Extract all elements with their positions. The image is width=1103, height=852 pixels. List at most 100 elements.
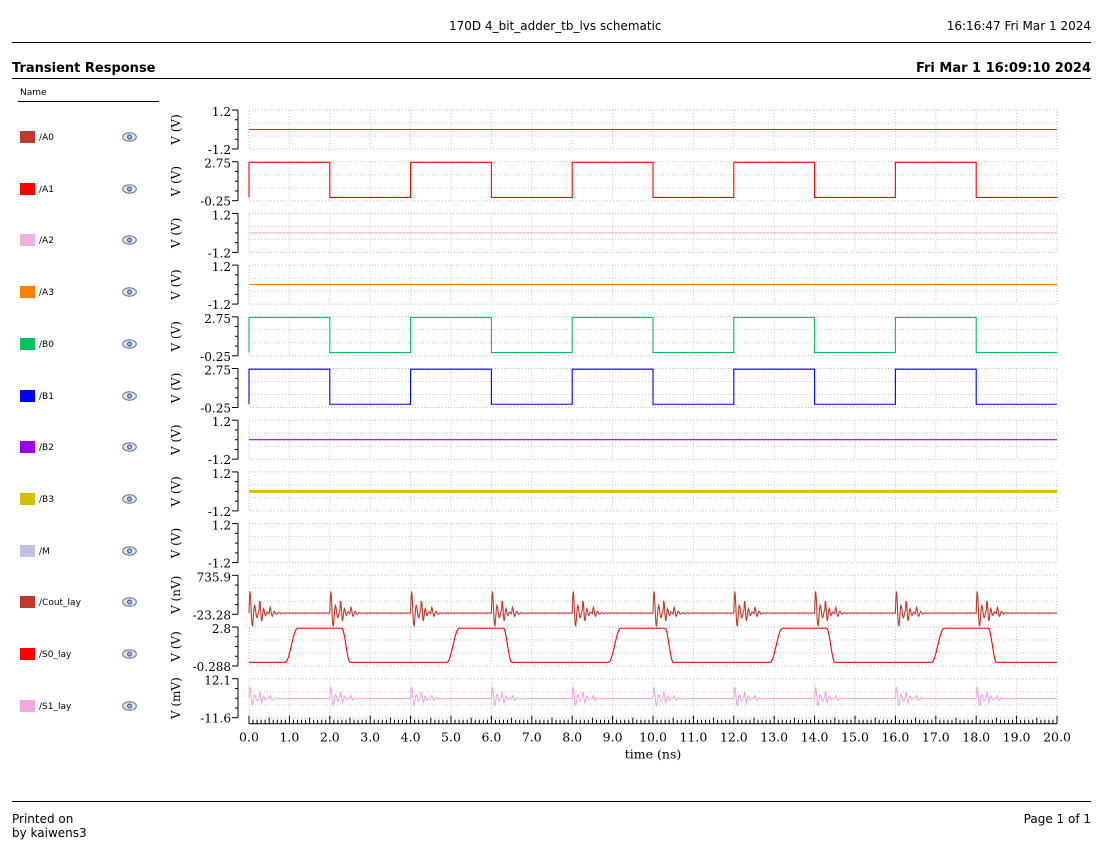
x-tick-label: 15.0 xyxy=(841,730,869,745)
y-tick-top-label: 2.75 xyxy=(204,312,231,326)
legend-label: /Cout_lay xyxy=(39,598,81,609)
x-tick-label: 3.0 xyxy=(360,730,380,745)
y-tick-bottom-label: -0.25 xyxy=(200,402,231,416)
legend-item[interactable]: /A2 xyxy=(20,234,145,248)
y-tick-top-label: 1.2 xyxy=(212,260,231,274)
y-axis-label: V (V) xyxy=(169,218,183,250)
y-axis-label: V (V) xyxy=(169,166,183,198)
eye-icon[interactable] xyxy=(122,131,137,143)
eye-icon[interactable] xyxy=(122,390,137,402)
legend-swatch xyxy=(20,337,35,350)
series-line-a1 xyxy=(248,161,1057,198)
eye-icon[interactable] xyxy=(122,596,137,608)
x-tick-label: 18.0 xyxy=(962,730,990,745)
legend-item[interactable]: /B0 xyxy=(20,337,145,352)
eye-icon[interactable] xyxy=(122,648,137,660)
legend-swatch xyxy=(20,492,35,505)
y-tick-bottom-label: -1.2 xyxy=(208,505,231,519)
x-tick-label: 4.0 xyxy=(401,730,421,745)
legend-label: /A3 xyxy=(39,288,54,299)
y-tick-bottom-label: -1.2 xyxy=(208,557,231,571)
y-tick-top-label: 1.2 xyxy=(212,467,231,481)
y-axis-label: V (mV) xyxy=(169,677,183,720)
series-line-b1 xyxy=(248,368,1057,405)
page-number: Page 1 of 1 xyxy=(1023,812,1091,826)
y-tick-bottom-label: -1.2 xyxy=(208,453,231,467)
legend-swatch xyxy=(20,182,35,195)
y-axis-label: V (nV) xyxy=(169,576,183,615)
legend-swatch xyxy=(20,596,35,609)
y-tick-top-label: 1.2 xyxy=(212,519,231,533)
legend-label: /B0 xyxy=(39,339,54,350)
legend-item[interactable]: /A0 xyxy=(20,131,145,145)
legend-item[interactable]: /M xyxy=(20,544,145,559)
legend-item[interactable]: /S1_lay xyxy=(20,699,145,714)
y-axis-label: V (V) xyxy=(169,373,183,405)
y-axis-label: V (V) xyxy=(169,321,183,353)
simulation-date: Fri Mar 1 16:09:10 2024 xyxy=(915,61,1091,76)
eye-icon[interactable] xyxy=(122,183,137,195)
series-line-cout_lay xyxy=(248,591,1057,628)
legend-label: /B2 xyxy=(39,443,54,454)
x-tick-label: 0.0 xyxy=(239,730,259,745)
legend-item[interactable]: /B3 xyxy=(20,492,145,507)
legend-header-divider xyxy=(18,101,159,102)
y-tick-bottom-label: -0.25 xyxy=(200,350,231,364)
eye-icon[interactable] xyxy=(122,700,137,712)
legend-swatch xyxy=(20,648,35,660)
legend-label: /A0 xyxy=(39,133,54,143)
y-tick-bottom-label: -1.2 xyxy=(208,246,231,260)
eye-icon[interactable] xyxy=(122,441,137,453)
x-tick-label: 14.0 xyxy=(801,730,829,745)
section-title: Transient Response xyxy=(12,61,156,76)
x-axis-label: time (ns) xyxy=(625,747,681,762)
x-tick-label: 6.0 xyxy=(481,730,501,745)
legend-label: /A2 xyxy=(39,236,54,247)
y-tick-bottom-label: -23.28 xyxy=(193,608,231,622)
legend-name-header: Name xyxy=(20,88,47,98)
legend-item[interactable]: /S0_lay xyxy=(20,648,145,662)
eye-icon[interactable] xyxy=(122,338,137,350)
y-tick-bottom-label: -11.6 xyxy=(200,712,231,726)
eye-icon[interactable] xyxy=(122,286,137,298)
header-divider xyxy=(12,42,1091,43)
legend-item[interactable]: /Cout_lay xyxy=(20,596,145,610)
panel-frame xyxy=(248,574,1058,615)
y-tick-top-label: 12.1 xyxy=(204,674,231,688)
x-tick-label: 20.0 xyxy=(1043,730,1071,745)
legend-item[interactable]: /B1 xyxy=(20,389,145,404)
y-tick-top-label: 1.2 xyxy=(212,208,231,222)
y-axis-label: V (V) xyxy=(169,424,183,456)
series-line-s0_lay xyxy=(249,627,1057,663)
legend-label: /S1_lay xyxy=(39,701,72,712)
x-tick-label: 1.0 xyxy=(279,730,299,745)
eye-icon[interactable] xyxy=(122,234,137,246)
series-line-s1_lay xyxy=(248,686,1057,707)
legend-swatch xyxy=(20,286,35,299)
y-tick-top-label: 1.2 xyxy=(212,415,231,429)
y-tick-bottom-label: -1.2 xyxy=(208,143,231,157)
x-tick-label: 13.0 xyxy=(760,730,788,745)
printed-on: Printed on xyxy=(12,812,74,826)
footer-divider xyxy=(12,801,1091,802)
document-title: 170D 4_bit_adder_tb_lvs schematic xyxy=(449,19,662,33)
x-tick-label: 17.0 xyxy=(922,730,950,745)
y-axis-label: V (V) xyxy=(169,114,183,146)
eye-icon[interactable] xyxy=(122,493,137,505)
legend-swatch xyxy=(20,544,35,557)
legend-swatch xyxy=(20,389,35,402)
legend-item[interactable]: /B2 xyxy=(20,441,145,455)
y-tick-bottom-label: -1.2 xyxy=(208,298,231,312)
legend-label: /B1 xyxy=(39,391,54,402)
x-tick-label: 10.0 xyxy=(639,730,667,745)
x-tick-label: 12.0 xyxy=(720,730,748,745)
legend-label: /A1 xyxy=(39,184,54,195)
panel-frame xyxy=(248,626,1058,667)
legend-item[interactable]: /A3 xyxy=(20,286,145,300)
print-timestamp: 16:16:47 Fri Mar 1 2024 xyxy=(946,19,1091,33)
eye-icon[interactable] xyxy=(122,545,137,557)
legend-item[interactable]: /A1 xyxy=(20,182,145,197)
printed-by: by kaiwens3 xyxy=(12,826,87,840)
legend-swatch xyxy=(20,234,35,247)
